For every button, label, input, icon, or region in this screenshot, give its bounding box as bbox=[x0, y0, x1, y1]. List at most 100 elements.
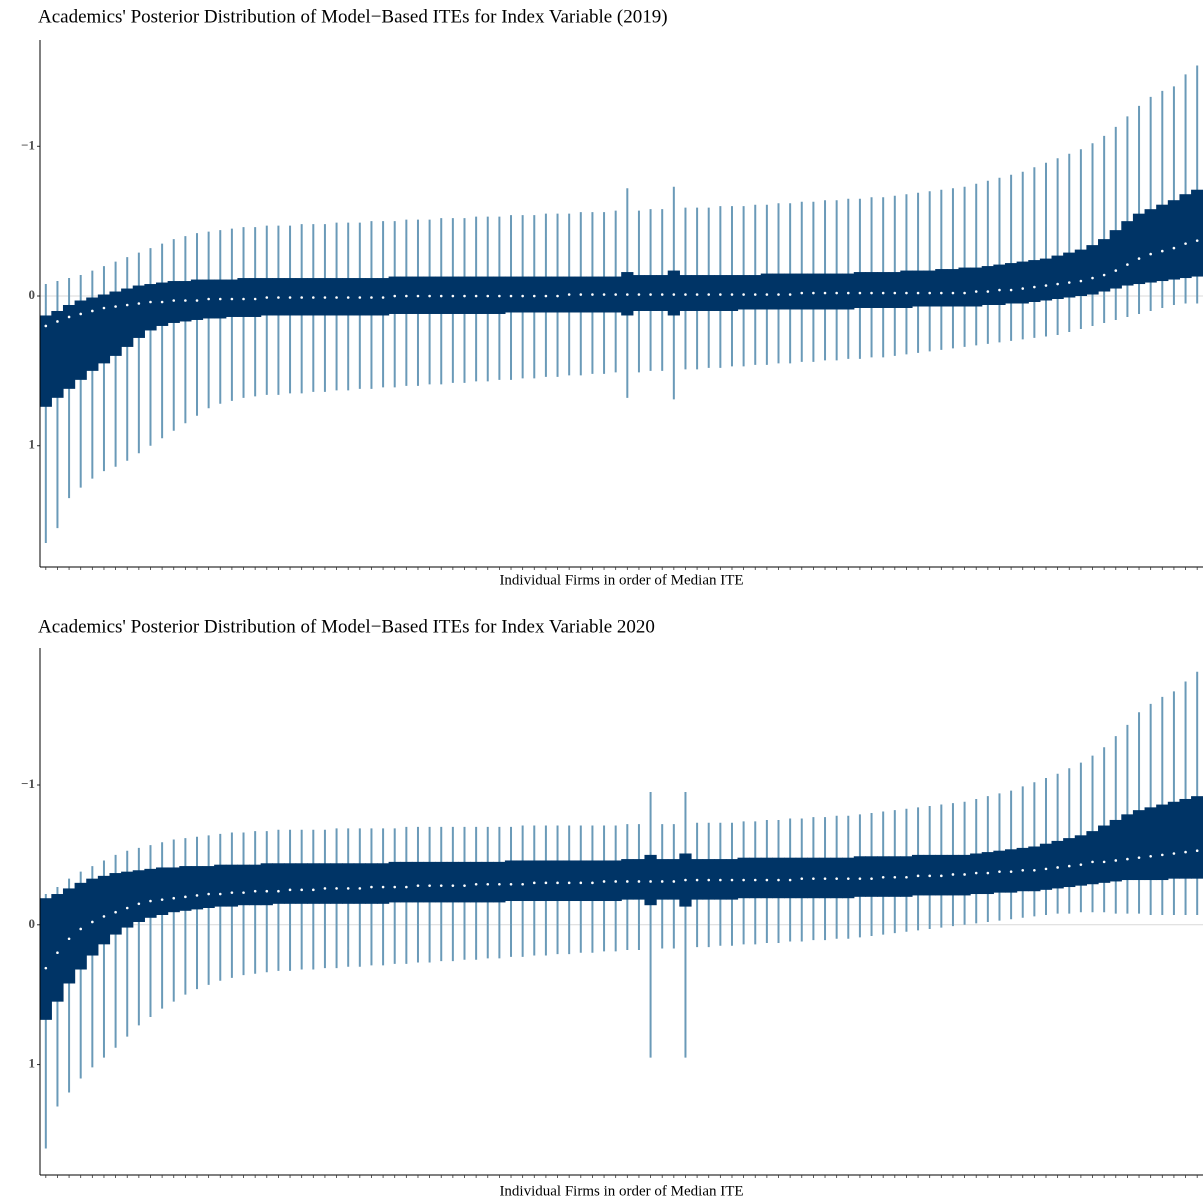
median-point bbox=[79, 927, 83, 931]
median-point bbox=[602, 293, 606, 296]
inner-interval bbox=[551, 860, 564, 902]
median-point bbox=[265, 889, 269, 893]
median-point bbox=[428, 294, 431, 298]
inner-interval bbox=[1109, 230, 1122, 289]
median-point bbox=[160, 300, 164, 304]
median-point bbox=[695, 878, 699, 882]
inner-interval bbox=[865, 856, 878, 897]
inner-interval bbox=[737, 857, 750, 899]
median-point bbox=[835, 291, 838, 295]
median-point bbox=[346, 887, 350, 890]
median-point bbox=[218, 892, 222, 896]
inner-interval bbox=[551, 276, 564, 313]
median-point bbox=[323, 296, 327, 299]
median-point bbox=[463, 294, 466, 298]
median-point bbox=[742, 878, 745, 882]
median-point bbox=[474, 882, 478, 886]
inner-interval bbox=[493, 861, 506, 903]
median-point bbox=[498, 294, 501, 298]
median-point bbox=[56, 951, 59, 955]
inner-interval bbox=[830, 273, 843, 310]
median-point bbox=[753, 293, 757, 296]
inner-interval bbox=[1086, 831, 1099, 885]
median-point bbox=[44, 966, 48, 970]
median-point bbox=[1126, 857, 1129, 861]
median-point bbox=[579, 881, 583, 885]
inner-interval bbox=[900, 270, 913, 308]
inner-interval bbox=[249, 864, 262, 906]
median-point bbox=[67, 315, 71, 319]
inner-interval bbox=[388, 861, 401, 903]
median-point bbox=[358, 887, 362, 890]
inner-interval bbox=[528, 860, 541, 902]
median-point bbox=[916, 291, 920, 295]
inner-interval bbox=[109, 291, 122, 356]
inner-interval bbox=[156, 282, 169, 326]
median-point bbox=[1149, 252, 1152, 256]
inner-interval bbox=[760, 857, 773, 899]
inner-interval bbox=[121, 871, 134, 928]
inner-interval bbox=[632, 859, 646, 900]
inner-interval bbox=[446, 861, 459, 903]
median-point bbox=[102, 915, 106, 918]
inner-interval bbox=[1144, 209, 1157, 283]
chart-title: Academics' Posterior Distribution of Mod… bbox=[38, 6, 668, 27]
inner-interval bbox=[132, 285, 145, 338]
median-point bbox=[230, 297, 234, 301]
median-point bbox=[1137, 257, 1141, 260]
median-point bbox=[207, 297, 210, 301]
inner-interval bbox=[1179, 194, 1192, 279]
median-point bbox=[905, 291, 908, 295]
inner-interval bbox=[1156, 204, 1169, 282]
y-tick-label: 0 bbox=[29, 287, 36, 302]
inner-interval bbox=[283, 863, 297, 904]
inner-interval bbox=[1063, 252, 1076, 298]
inner-interval bbox=[563, 860, 576, 902]
median-point bbox=[986, 290, 990, 293]
median-point bbox=[184, 299, 187, 302]
median-point bbox=[242, 891, 245, 894]
median-point bbox=[1126, 263, 1129, 266]
inner-interval bbox=[74, 882, 87, 970]
median-point bbox=[1021, 287, 1025, 290]
inner-interval bbox=[1121, 814, 1134, 881]
inner-interval bbox=[249, 278, 262, 317]
median-point bbox=[486, 882, 490, 886]
inner-interval bbox=[435, 861, 448, 903]
inner-interval bbox=[214, 864, 227, 907]
median-point bbox=[1102, 860, 1106, 864]
inner-interval bbox=[1028, 260, 1041, 303]
median-point bbox=[242, 297, 245, 301]
median-point bbox=[532, 881, 536, 885]
inner-interval bbox=[1028, 846, 1041, 892]
median-point bbox=[253, 889, 257, 893]
inner-interval bbox=[260, 863, 273, 906]
inner-interval bbox=[1156, 804, 1169, 881]
inner-interval bbox=[86, 297, 99, 371]
median-point bbox=[277, 889, 280, 893]
median-point bbox=[288, 296, 292, 299]
inner-interval bbox=[423, 861, 436, 903]
inner-interval bbox=[365, 863, 378, 904]
inner-interval bbox=[97, 294, 111, 364]
inner-interval bbox=[772, 273, 785, 310]
inner-interval bbox=[1132, 213, 1146, 285]
inner-interval bbox=[272, 863, 285, 904]
median-point bbox=[812, 877, 815, 880]
median-point bbox=[56, 320, 59, 323]
inner-interval bbox=[702, 275, 715, 311]
median-point bbox=[405, 294, 408, 298]
inner-interval bbox=[330, 863, 343, 904]
inner-interval bbox=[656, 859, 669, 900]
median-point bbox=[719, 878, 722, 882]
inner-interval bbox=[865, 272, 878, 308]
median-point bbox=[416, 294, 420, 298]
median-point bbox=[230, 891, 234, 894]
median-point bbox=[695, 293, 699, 296]
inner-interval bbox=[911, 270, 925, 307]
median-point bbox=[730, 878, 734, 882]
inner-interval bbox=[400, 861, 413, 903]
median-point bbox=[195, 299, 199, 302]
inner-interval bbox=[818, 273, 832, 310]
median-point bbox=[707, 293, 711, 296]
